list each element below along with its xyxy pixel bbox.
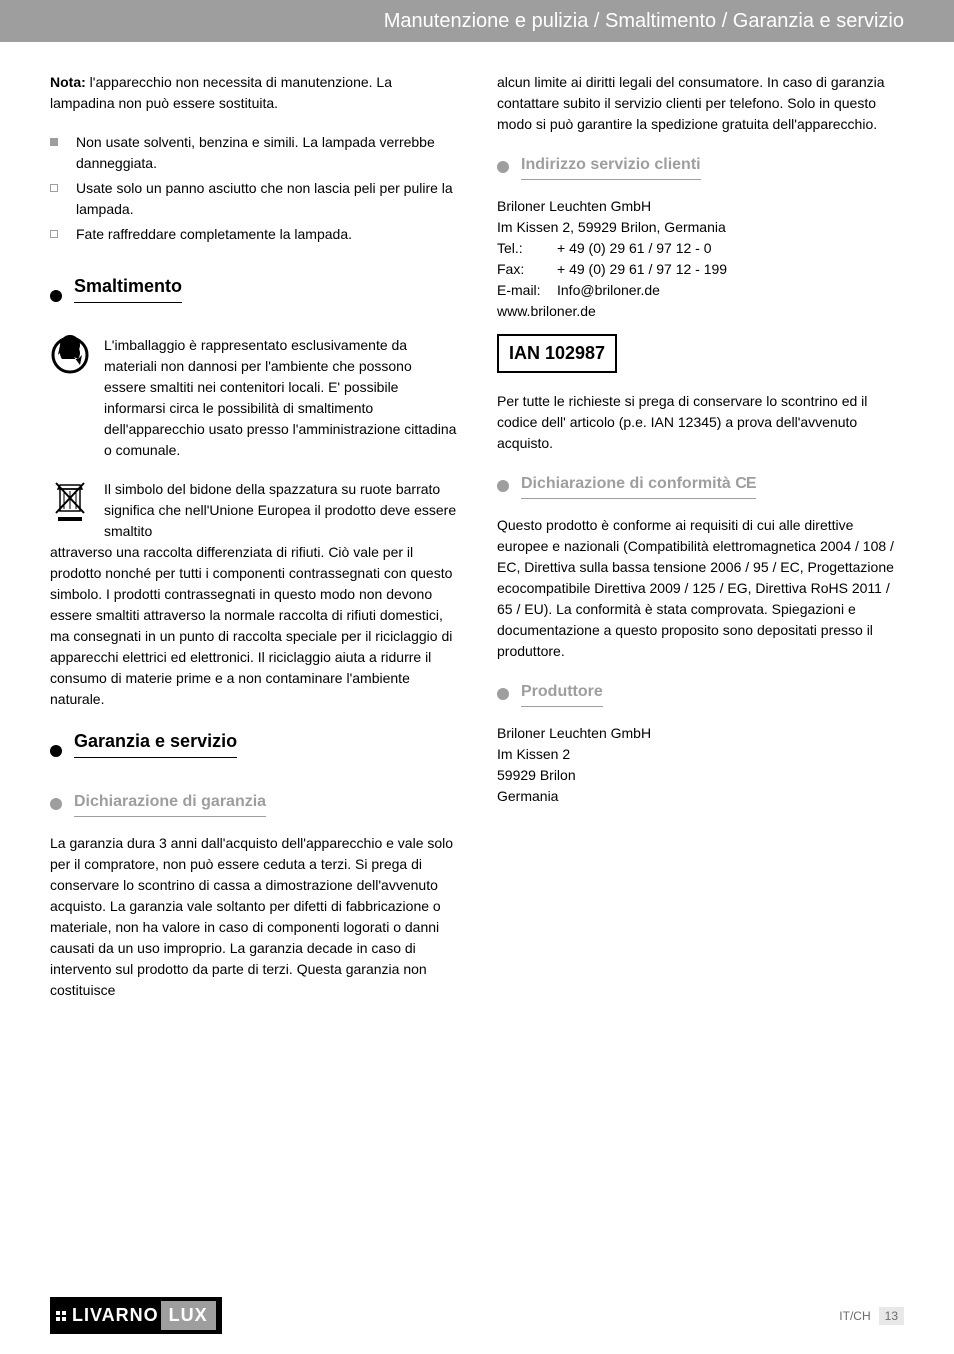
footer: LIVARNO LUX IT/CH 13: [0, 1297, 954, 1334]
logo-main-text: LIVARNO: [72, 1305, 159, 1326]
email-label: E-mail:: [497, 280, 557, 301]
contact-email-row: E-mail: Info@briloner.de: [497, 280, 904, 301]
logo-dots-icon: [56, 1311, 66, 1321]
ce-mark-icon: CE: [735, 475, 755, 492]
note-paragraph: Nota: l'apparecchio non necessita di man…: [50, 72, 457, 114]
dichiarazione-heading-row: Dichiarazione di garanzia: [50, 790, 457, 817]
conformita-heading: Dichiarazione di conformità CE: [521, 472, 756, 499]
indirizzo-heading: Indirizzo servizio clienti: [521, 153, 701, 180]
contact-company: Briloner Leuchten GmbH: [497, 196, 904, 217]
contact-fax-row: Fax: + 49 (0) 29 61 / 97 12 - 199: [497, 259, 904, 280]
ian-box: IAN 102987: [497, 334, 617, 373]
right-column: alcun limite ai diritti legali del consu…: [497, 72, 904, 1001]
conformita-title-text: Dichiarazione di conformità: [521, 475, 731, 492]
prod-addr2: 59929 Brilon: [497, 765, 904, 786]
garanzia-text: La garanzia dura 3 anni dall'acquisto de…: [50, 833, 457, 1001]
smaltimento-heading: Smaltimento: [74, 273, 182, 303]
note-label: Nota:: [50, 74, 86, 90]
produttore-heading-row: Produttore: [497, 680, 904, 707]
weee-paragraph-top: Il simbolo del bidone della spazzatura s…: [50, 479, 457, 542]
dichiarazione-heading: Dichiarazione di garanzia: [74, 790, 266, 817]
conformita-heading-row: Dichiarazione di conformità CE: [497, 472, 904, 499]
recycle-text: L'imballaggio è rappresentato esclusivam…: [104, 335, 457, 461]
square-bullet-icon: [50, 138, 58, 146]
section-bullet-icon: [50, 290, 62, 302]
prod-country: Germania: [497, 786, 904, 807]
email-value: Info@briloner.de: [557, 280, 660, 301]
weee-bin-icon: [50, 479, 94, 542]
list-item: Fate raffreddare completamente la lampad…: [50, 224, 457, 245]
page-number: IT/CH 13: [839, 1307, 904, 1325]
list-item: Usate solo un panno asciutto che non las…: [50, 178, 457, 220]
left-column: Nota: l'apparecchio non necessita di man…: [50, 72, 457, 1001]
garanzia-heading-row: Garanzia e servizio: [50, 728, 457, 774]
contact-address: Im Kissen 2, 59929 Brilon, Germania: [497, 217, 904, 238]
note-text: l'apparecchio non necessita di manutenzi…: [50, 74, 392, 111]
weee-text-bottom: attraverso una raccolta differenziata di…: [50, 542, 457, 710]
open-square-bullet-icon: [50, 230, 58, 238]
logo-sub-text: LUX: [161, 1301, 216, 1330]
contact-block: Briloner Leuchten GmbH Im Kissen 2, 5992…: [497, 196, 904, 322]
header-title: Manutenzione e pulizia / Smaltimento / G…: [384, 10, 904, 33]
list-text: Fate raffreddare completamente la lampad…: [76, 224, 457, 245]
garanzia-continuation: alcun limite ai diritti legali del consu…: [497, 72, 904, 135]
subsection-bullet-icon: [50, 798, 62, 810]
page-value: 13: [879, 1307, 904, 1325]
fax-label: Fax:: [497, 259, 557, 280]
garanzia-heading: Garanzia e servizio: [74, 728, 237, 758]
brand-logo: LIVARNO LUX: [50, 1297, 222, 1334]
contact-tel-row: Tel.: + 49 (0) 29 61 / 97 12 - 0: [497, 238, 904, 259]
indirizzo-heading-row: Indirizzo servizio clienti: [497, 153, 904, 180]
subsection-bullet-icon: [497, 688, 509, 700]
header-bar: Manutenzione e pulizia / Smaltimento / G…: [0, 0, 954, 42]
prod-addr1: Im Kissen 2: [497, 744, 904, 765]
subsection-bullet-icon: [497, 480, 509, 492]
ian-text: Per tutte le richieste si prega di conse…: [497, 391, 904, 454]
prod-company: Briloner Leuchten GmbH: [497, 723, 904, 744]
smaltimento-heading-row: Smaltimento: [50, 273, 457, 319]
open-square-bullet-icon: [50, 184, 58, 192]
list-text: Usate solo un panno asciutto che non las…: [76, 178, 457, 220]
list-text: Non usate solventi, benzina e simili. La…: [76, 132, 457, 174]
list-item: Non usate solventi, benzina e simili. La…: [50, 132, 457, 174]
tel-label: Tel.:: [497, 238, 557, 259]
content-area: Nota: l'apparecchio non necessita di man…: [0, 42, 954, 1001]
page-lang: IT/CH: [839, 1309, 870, 1323]
subsection-bullet-icon: [497, 161, 509, 173]
conformita-text: Questo prodotto è conforme ai requisiti …: [497, 515, 904, 662]
fax-value: + 49 (0) 29 61 / 97 12 - 199: [557, 259, 727, 280]
produttore-heading: Produttore: [521, 680, 603, 707]
maintenance-list: Non usate solventi, benzina e simili. La…: [50, 132, 457, 245]
weee-text-top: Il simbolo del bidone della spazzatura s…: [104, 479, 457, 542]
produttore-block: Briloner Leuchten GmbH Im Kissen 2 59929…: [497, 723, 904, 807]
recycle-icon: [50, 335, 94, 461]
tel-value: + 49 (0) 29 61 / 97 12 - 0: [557, 238, 712, 259]
contact-web: www.briloner.de: [497, 301, 904, 322]
section-bullet-icon: [50, 745, 62, 757]
recycle-paragraph: L'imballaggio è rappresentato esclusivam…: [50, 335, 457, 461]
